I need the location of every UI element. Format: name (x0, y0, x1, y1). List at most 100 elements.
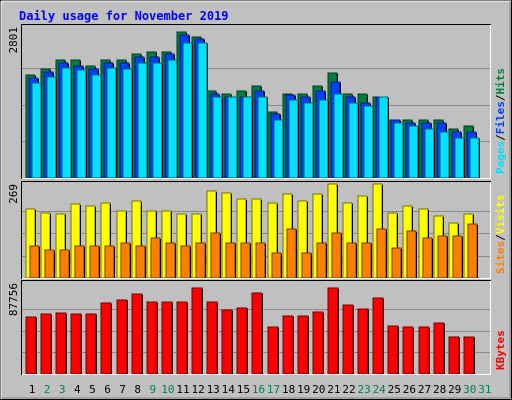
bar-sites-day-10 (165, 242, 176, 279)
bar-kbytes-day-20 (312, 311, 324, 375)
bar-pages-day-4 (76, 69, 87, 179)
panel-requests-legend: Pages/Files/Hits (494, 68, 507, 174)
bar-sites-day-13 (210, 232, 221, 279)
x-label-day-8: 8 (134, 383, 141, 396)
bar-pages-day-23 (363, 105, 374, 179)
bar-pages-day-28 (439, 131, 450, 179)
bar-kbytes-day-7 (116, 299, 128, 375)
bar-kbytes-day-2 (40, 313, 52, 375)
bar-kbytes-day-13 (206, 301, 218, 375)
bar-pages-day-5 (91, 74, 102, 179)
bar-kbytes-day-4 (70, 313, 82, 375)
x-label-day-2: 2 (44, 383, 51, 396)
x-label-day-28: 28 (433, 383, 446, 396)
bar-pages-day-12 (197, 42, 208, 179)
bar-sites-day-4 (74, 245, 85, 279)
panel-visits-legend: Sites/Visits (494, 195, 507, 275)
bar-kbytes-day-30 (463, 336, 475, 375)
bar-kbytes-day-12 (191, 287, 203, 375)
bar-sites-day-17 (271, 252, 282, 279)
x-label-day-11: 11 (176, 383, 189, 396)
bar-pages-day-10 (167, 59, 178, 179)
x-label-day-22: 22 (342, 383, 355, 396)
legend-visits: Visits (494, 195, 507, 235)
bar-kbytes-day-27 (418, 326, 430, 375)
bar-kbytes-day-17 (267, 326, 279, 375)
bar-sites-day-28 (437, 235, 448, 279)
x-label-day-13: 13 (207, 383, 220, 396)
bar-kbytes-day-28 (433, 322, 445, 375)
bar-pages-day-7 (122, 68, 133, 179)
bar-kbytes-day-18 (282, 315, 294, 375)
bar-sites-day-15 (240, 242, 251, 279)
x-label-day-18: 18 (282, 383, 295, 396)
bar-pages-day-25 (393, 122, 404, 179)
bar-pages-day-18 (288, 99, 299, 179)
x-label-day-31: 31 (478, 383, 491, 396)
bar-sites-day-21 (331, 232, 342, 279)
series-kbytes (25, 287, 475, 375)
x-axis-labels: 1 2 3 4 5 6 7 8 9 10 11 12 13 14 15 16 17 18 19 20 21 22 23 24 2… (29, 383, 492, 396)
bar-sites-day-19 (301, 252, 312, 279)
bar-kbytes-day-8 (131, 293, 143, 375)
bar-sites-day-12 (195, 242, 206, 279)
x-label-day-23: 23 (357, 383, 370, 396)
bar-sites-day-29 (452, 235, 463, 279)
bar-pages-day-27 (424, 128, 435, 179)
x-label-day-1: 1 (29, 383, 36, 396)
bar-sites-day-5 (89, 245, 100, 279)
panel-requests: 2801 Pages/Files/Hits (7, 24, 507, 179)
legend-pages: Pages (494, 141, 507, 174)
bar-sites-day-27 (422, 237, 433, 279)
x-label-day-10: 10 (161, 383, 174, 396)
panel-kbytes: 87756 KBytes (7, 280, 507, 375)
bar-sites-day-24 (376, 228, 387, 279)
x-label-day-5: 5 (89, 383, 96, 396)
bar-pages-day-26 (408, 125, 419, 179)
x-label-day-30: 30 (463, 383, 476, 396)
panel-kbytes-max-label: 87756 (7, 283, 20, 316)
panel-visits: 269 Sites/Visits (7, 181, 507, 279)
bar-sites-day-16 (255, 242, 266, 279)
bar-sites-day-25 (391, 247, 402, 279)
bar-pages-day-29 (454, 137, 465, 179)
bar-sites-day-7 (120, 242, 131, 279)
x-label-day-25: 25 (388, 383, 401, 396)
bar-sites-day-30 (467, 223, 478, 279)
bar-pages-day-19 (303, 102, 314, 179)
bar-kbytes-day-10 (161, 301, 173, 375)
bar-pages-day-14 (227, 96, 238, 179)
bar-sites-day-26 (406, 230, 417, 279)
bar-kbytes-day-1 (25, 316, 37, 375)
x-label-day-4: 4 (74, 383, 81, 396)
bar-pages-day-6 (106, 67, 117, 179)
bar-kbytes-day-6 (100, 302, 112, 375)
bar-sites-day-20 (316, 242, 327, 279)
legend-sites: Sites (494, 241, 507, 274)
x-label-day-3: 3 (59, 383, 66, 396)
bar-kbytes-day-9 (146, 301, 158, 375)
x-label-day-7: 7 (119, 383, 126, 396)
x-label-day-15: 15 (237, 383, 250, 396)
panel-requests-max-label: 2801 (7, 27, 20, 54)
bar-sites-day-1 (29, 245, 40, 279)
bar-kbytes-day-5 (85, 313, 97, 375)
bar-kbytes-day-29 (448, 336, 460, 375)
bar-sites-day-14 (225, 242, 236, 279)
bar-kbytes-day-22 (342, 304, 354, 375)
x-label-day-9: 9 (149, 383, 156, 396)
bar-pages-day-9 (152, 62, 163, 179)
chart-title: Daily usage for November 2019 (19, 9, 229, 23)
bar-kbytes-day-24 (372, 297, 384, 375)
bar-kbytes-day-3 (55, 312, 67, 375)
bar-sites-day-18 (286, 228, 297, 279)
bar-sites-day-11 (180, 245, 191, 279)
x-label-day-17: 17 (267, 383, 280, 396)
bar-kbytes-day-21 (327, 287, 339, 375)
legend-hits: Hits (494, 68, 507, 95)
bar-kbytes-day-11 (176, 301, 188, 375)
bar-kbytes-day-15 (236, 307, 248, 375)
panel-kbytes-legend: KBytes (494, 330, 507, 370)
x-label-day-12: 12 (191, 383, 204, 396)
